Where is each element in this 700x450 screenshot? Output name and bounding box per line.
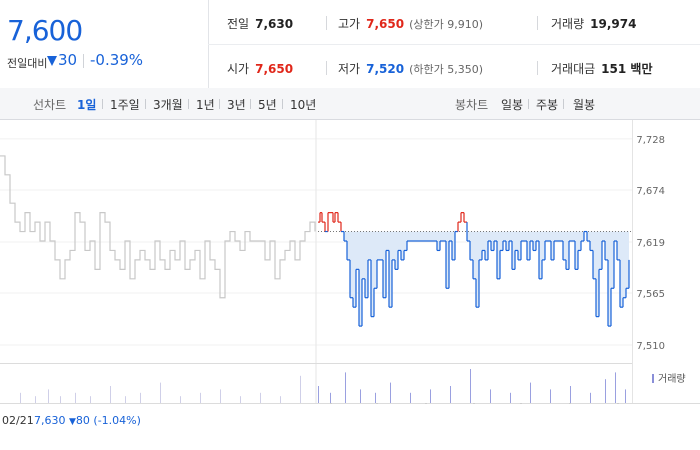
volume-bars bbox=[20, 369, 626, 403]
volume-bar bbox=[160, 382, 161, 403]
volume-bar bbox=[180, 396, 181, 403]
period-10y[interactable]: 10년 bbox=[290, 98, 317, 112]
candle-chart-label: 봉차트 bbox=[455, 98, 489, 112]
candle-monthly[interactable]: 월봉 bbox=[573, 98, 596, 112]
y-tick-label: 7,565 bbox=[636, 289, 665, 300]
volume-bar bbox=[625, 389, 626, 403]
volume-bar bbox=[48, 389, 49, 403]
open-stat: 시가 7,650 bbox=[227, 62, 294, 76]
period-3y[interactable]: 3년 bbox=[227, 98, 246, 112]
volume-bar bbox=[330, 392, 331, 403]
volume-bar bbox=[590, 392, 591, 403]
volume-bar bbox=[240, 396, 241, 403]
period-1d[interactable]: 1일 bbox=[77, 98, 97, 112]
volume-bar bbox=[60, 396, 61, 403]
prev-close-stat: 전일 7,630 bbox=[227, 17, 294, 31]
y-axis-labels: 7,728 7,674 7,619 7,565 7,510 bbox=[636, 135, 665, 352]
candle-daily[interactable]: 일봉 bbox=[501, 98, 524, 112]
volume-separator bbox=[0, 363, 700, 404]
amount-stat: 거래대금 151 백만 bbox=[551, 62, 653, 76]
volume-bar bbox=[470, 369, 471, 403]
volume-bar bbox=[318, 386, 319, 403]
period-1y[interactable]: 1년 bbox=[196, 98, 215, 112]
volume-bar bbox=[615, 372, 616, 403]
volume-legend-swatch bbox=[652, 374, 654, 383]
volume-bar bbox=[450, 386, 451, 403]
quote-header: 7,600 전일대비 30 -0.39% 전일 7,630 고가 7,650 (상한가… bbox=[0, 0, 700, 89]
volume-bar bbox=[90, 396, 91, 403]
volume-bar bbox=[570, 386, 571, 403]
price-box: 7,600 전일대비 30 -0.39% bbox=[0, 0, 209, 88]
volume-bar bbox=[35, 396, 36, 403]
intraday-chart: 7,728 7,674 7,619 7,565 7,510 거래량 02/2210:00… bbox=[0, 120, 700, 404]
volume-bar bbox=[605, 379, 606, 403]
volume-bar bbox=[300, 375, 301, 403]
volume-bar bbox=[510, 392, 511, 403]
volume-bar bbox=[410, 392, 411, 403]
y-tick-label: 7,619 bbox=[636, 238, 665, 249]
volume-bar bbox=[345, 372, 346, 403]
volume-stat: 거래량 19,974 bbox=[551, 17, 637, 31]
candle-weekly[interactable]: 주봉 bbox=[536, 98, 559, 112]
chart-grid bbox=[0, 120, 633, 404]
volume-bar bbox=[220, 389, 221, 403]
change-label: 전일대비 bbox=[7, 57, 48, 70]
volume-bar bbox=[375, 392, 376, 403]
volume-bar bbox=[125, 396, 126, 403]
prev-day-line bbox=[0, 155, 316, 299]
down-triangle-icon bbox=[47, 56, 57, 66]
change-value: 30 bbox=[47, 51, 77, 69]
volume-bar bbox=[530, 382, 531, 403]
volume-bar bbox=[20, 392, 21, 403]
volume-bar bbox=[260, 392, 261, 403]
prev-day-summary: 7,630 ▼80 (-1.04%) bbox=[34, 414, 141, 427]
period-1w[interactable]: 1주일 bbox=[110, 98, 140, 112]
y-tick-label: 7,728 bbox=[636, 135, 665, 146]
line-chart-label: 선차트 bbox=[33, 98, 67, 112]
volume-legend-label: 거래량 bbox=[658, 373, 686, 385]
period-3m[interactable]: 3개월 bbox=[153, 98, 183, 112]
y-tick-label: 7,510 bbox=[636, 341, 665, 352]
prev-day-date: 02/21 bbox=[2, 414, 34, 427]
volume-bar bbox=[140, 392, 141, 403]
volume-bar bbox=[75, 392, 76, 403]
volume-bar bbox=[550, 389, 551, 403]
y-tick-label: 7,674 bbox=[636, 186, 665, 197]
volume-bar bbox=[490, 389, 491, 403]
volume-bar bbox=[390, 382, 391, 403]
high-stat: 고가 7,650 (상한가 9,910) bbox=[338, 17, 483, 31]
today-series bbox=[318, 212, 630, 327]
volume-bar bbox=[280, 396, 281, 403]
period-bar: 선차트 1일 1주일 3개월 1년 3년 5년 10년 봉차트 일봉 주봉 월봉 bbox=[0, 88, 700, 120]
period-5y[interactable]: 5년 bbox=[258, 98, 277, 112]
volume-legend: 거래량 bbox=[652, 373, 686, 385]
change-percent: -0.39% bbox=[90, 51, 144, 69]
volume-bar bbox=[360, 389, 361, 403]
chart-footer: 02/21 7,630 ▼80 (-1.04%) bbox=[0, 404, 700, 450]
current-price: 7,600 bbox=[7, 14, 83, 47]
low-stat: 저가 7,520 (하한가 5,350) bbox=[338, 62, 483, 76]
volume-bar bbox=[110, 386, 111, 403]
volume-bar bbox=[200, 392, 201, 403]
volume-bar bbox=[430, 389, 431, 403]
x-axis-labels: 02/2210:0011:0012:0013:0014:0015:00 bbox=[330, 403, 619, 404]
